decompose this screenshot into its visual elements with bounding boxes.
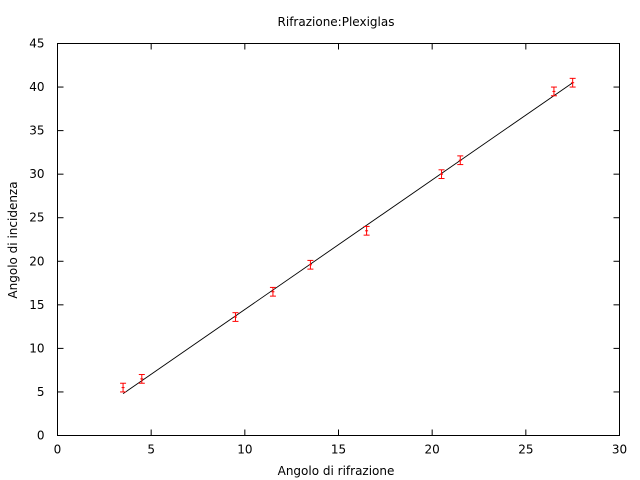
data-point: [363, 225, 370, 236]
x-tick-label: 25: [518, 443, 533, 457]
y-tick-label: 30: [29, 167, 44, 181]
y-tick-label: 15: [29, 298, 44, 312]
chart-title: Rifrazione:Plexiglas: [278, 15, 395, 29]
data-point: [120, 382, 127, 393]
x-tick-label: 0: [54, 443, 62, 457]
x-axis-title: Angolo di rifrazione: [278, 464, 395, 478]
data-point: [438, 169, 445, 180]
data-point: [269, 286, 276, 297]
x-tick-label: 15: [331, 443, 346, 457]
ticks: 0 5 10 15 20 25 30 0 5 10 15 20 25 30 35 40 45: [29, 37, 627, 457]
x-tick-label: 5: [147, 443, 155, 457]
data-point: [232, 312, 239, 322]
series-fit: [122, 82, 573, 395]
y-tick-label: 10: [29, 341, 44, 355]
y-tick-label: 5: [37, 385, 45, 399]
data-point: [307, 259, 314, 270]
data-point: [550, 86, 557, 97]
fit-line: [122, 82, 573, 395]
x-tick-label: 20: [425, 443, 440, 457]
y-tick-label: 40: [29, 80, 44, 94]
y-tick-label: 35: [29, 124, 44, 138]
plot-frame: [57, 43, 620, 436]
x-tick-label: 30: [612, 443, 627, 457]
y-tick-label: 25: [29, 211, 44, 225]
x-tick-label: 10: [237, 443, 252, 457]
y-axis-title: Angolo di incidenza: [6, 181, 20, 298]
y-tick-label: 45: [29, 37, 44, 51]
data-point: [457, 155, 464, 166]
data-point: [569, 77, 576, 88]
series-points: [120, 77, 576, 393]
y-tick-label: 20: [29, 254, 44, 268]
data-point: [138, 374, 145, 384]
y-tick-label: 0: [37, 429, 45, 443]
